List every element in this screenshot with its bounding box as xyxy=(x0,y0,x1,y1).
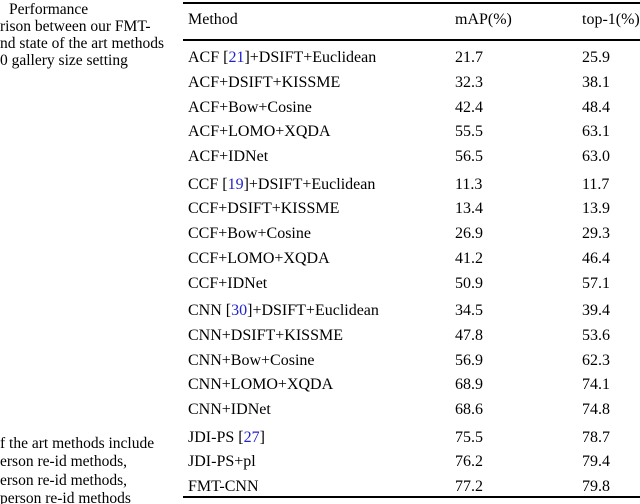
method-cell: ACF+LOMO+XQDA xyxy=(188,123,331,141)
map-value-cell: 34.5 xyxy=(455,302,483,320)
top1-value-cell: 74.8 xyxy=(582,400,610,418)
top1-value-cell: 11.7 xyxy=(582,175,610,193)
table-row: ACF+IDNet 56.5 63.0 xyxy=(183,145,640,170)
footnote-line: erson re-id methods, xyxy=(0,471,127,489)
method-cell: CCF+Bow+Cosine xyxy=(188,225,311,243)
map-value-cell: 13.4 xyxy=(455,200,483,218)
citation-link[interactable]: 21 xyxy=(228,49,245,67)
table-row: FMT-CNN 77.2 79.8 xyxy=(183,475,640,500)
table-footnote: f the art methods include erson re-id me… xyxy=(0,435,154,504)
citation-link[interactable]: 27 xyxy=(243,428,260,446)
table-caption: Performance rison between our FMT- nd st… xyxy=(0,1,164,69)
table-row: CCF+Bow+Cosine 26.9 29.3 xyxy=(183,222,640,247)
method-cell: JDI-PS+pl xyxy=(188,453,256,471)
table-row: CCF [19]+DSIFT+Euclidean 11.3 11.7 xyxy=(183,172,640,197)
method-cell: CCF+DSIFT+KISSME xyxy=(188,200,340,218)
method-cell: CNN+Bow+Cosine xyxy=(188,351,315,369)
method-cell: CCF [19]+DSIFT+Euclidean xyxy=(188,175,376,193)
caption-line: nd state of the art methods xyxy=(0,35,164,52)
map-value-cell: 55.5 xyxy=(455,123,483,141)
table-row: JDI-PS+pl 76.2 79.4 xyxy=(183,450,640,475)
method-cell: CNN+LOMO+XQDA xyxy=(188,376,334,394)
citation-link[interactable]: 30 xyxy=(231,302,248,320)
table-row: CNN [30]+DSIFT+Euclidean 34.5 39.4 xyxy=(183,299,640,324)
table-row: CNN+Bow+Cosine 56.9 62.3 xyxy=(183,348,640,373)
table-row: CNN+IDNet 68.6 74.8 xyxy=(183,398,640,423)
caption-line: rison between our FMT- xyxy=(0,18,151,35)
footnote-line: f the art methods include xyxy=(0,435,155,452)
map-value-cell: 56.5 xyxy=(455,148,483,166)
map-value-cell: 26.9 xyxy=(455,225,483,243)
table-body: ACF [21]+DSIFT+Euclidean 21.7 25.9 ACF+DSIF… xyxy=(183,46,640,499)
map-value-cell: 76.2 xyxy=(455,453,483,471)
footnote-line: erson re-id methods, xyxy=(0,453,127,471)
footnote-line: person re-id methods xyxy=(0,490,131,504)
top1-value-cell: 79.4 xyxy=(582,453,610,471)
map-value-cell: 50.9 xyxy=(455,274,483,292)
method-cell: CCF+LOMO+XQDA xyxy=(188,249,330,267)
top1-value-cell: 38.1 xyxy=(582,74,610,92)
top1-value-cell: 63.0 xyxy=(582,148,610,166)
column-header-map: mAP(%) xyxy=(455,11,512,28)
table-row: CCF+IDNet 50.9 57.1 xyxy=(183,271,640,296)
top1-value-cell: 39.4 xyxy=(582,302,610,320)
map-value-cell: 77.2 xyxy=(455,478,483,496)
method-cell: FMT-CNN xyxy=(188,478,259,496)
method-cell: CNN+IDNet xyxy=(188,400,271,418)
column-header-method: Method xyxy=(188,11,238,28)
method-cell: CNN [30]+DSIFT+Euclidean xyxy=(188,302,379,320)
table-header-row: Method mAP(%) top-1(%) xyxy=(183,8,640,32)
top1-value-cell: 29.3 xyxy=(582,225,610,243)
method-cell: ACF+DSIFT+KISSME xyxy=(188,74,341,92)
method-cell: ACF+IDNet xyxy=(188,148,269,166)
map-value-cell: 47.8 xyxy=(455,326,483,344)
map-value-cell: 68.9 xyxy=(455,376,483,394)
table-row: CNN+LOMO+XQDA 68.9 74.1 xyxy=(183,373,640,398)
map-value-cell: 56.9 xyxy=(455,351,483,369)
map-value-cell: 32.3 xyxy=(455,74,483,92)
column-header-top1: top-1(%) xyxy=(582,11,640,28)
table-row: JDI-PS [27] 75.5 78.7 xyxy=(183,425,640,450)
map-value-cell: 68.6 xyxy=(455,400,483,418)
top1-value-cell: 13.9 xyxy=(582,200,610,218)
top1-value-cell: 62.3 xyxy=(582,351,610,369)
top1-value-cell: 48.4 xyxy=(582,98,610,116)
table-row: ACF+LOMO+XQDA 55.5 63.1 xyxy=(183,120,640,145)
map-value-cell: 11.3 xyxy=(455,175,483,193)
table-header-rule xyxy=(183,39,640,41)
method-cell: ACF+Bow+Cosine xyxy=(188,98,312,116)
table-bottom-rule xyxy=(183,496,640,498)
top1-value-cell: 46.4 xyxy=(582,249,610,267)
table-row: CNN+DSIFT+KISSME 47.8 53.6 xyxy=(183,324,640,349)
map-value-cell: 42.4 xyxy=(455,98,483,116)
top1-value-cell: 25.9 xyxy=(582,49,610,67)
table-row: CCF+DSIFT+KISSME 13.4 13.9 xyxy=(183,197,640,222)
table-row: CCF+LOMO+XQDA 41.2 46.4 xyxy=(183,247,640,272)
top1-value-cell: 79.8 xyxy=(582,478,610,496)
table-top-rule xyxy=(183,2,640,4)
table-row: ACF+Bow+Cosine 42.4 48.4 xyxy=(183,95,640,120)
table-row: ACF [21]+DSIFT+Euclidean 21.7 25.9 xyxy=(183,46,640,71)
top1-value-cell: 74.1 xyxy=(582,376,610,394)
table-row: ACF+DSIFT+KISSME 32.3 38.1 xyxy=(183,71,640,96)
top1-value-cell: 63.1 xyxy=(582,123,610,141)
caption-line: 0 gallery size setting xyxy=(0,52,128,69)
method-cell: JDI-PS [27] xyxy=(188,428,265,446)
map-value-cell: 75.5 xyxy=(455,428,483,446)
method-cell: CCF+IDNet xyxy=(188,274,268,292)
caption-line: Performance xyxy=(9,1,89,18)
method-cell: CNN+DSIFT+KISSME xyxy=(188,326,343,344)
top1-value-cell: 78.7 xyxy=(582,428,610,446)
citation-link[interactable]: 19 xyxy=(227,175,244,193)
results-table: Method mAP(%) top-1(%) ACF [21]+DSIFT+Eu… xyxy=(183,0,640,504)
method-cell: ACF [21]+DSIFT+Euclidean xyxy=(188,49,377,67)
top1-value-cell: 57.1 xyxy=(582,274,610,292)
top1-value-cell: 53.6 xyxy=(582,326,610,344)
map-value-cell: 41.2 xyxy=(455,249,483,267)
map-value-cell: 21.7 xyxy=(455,49,483,67)
